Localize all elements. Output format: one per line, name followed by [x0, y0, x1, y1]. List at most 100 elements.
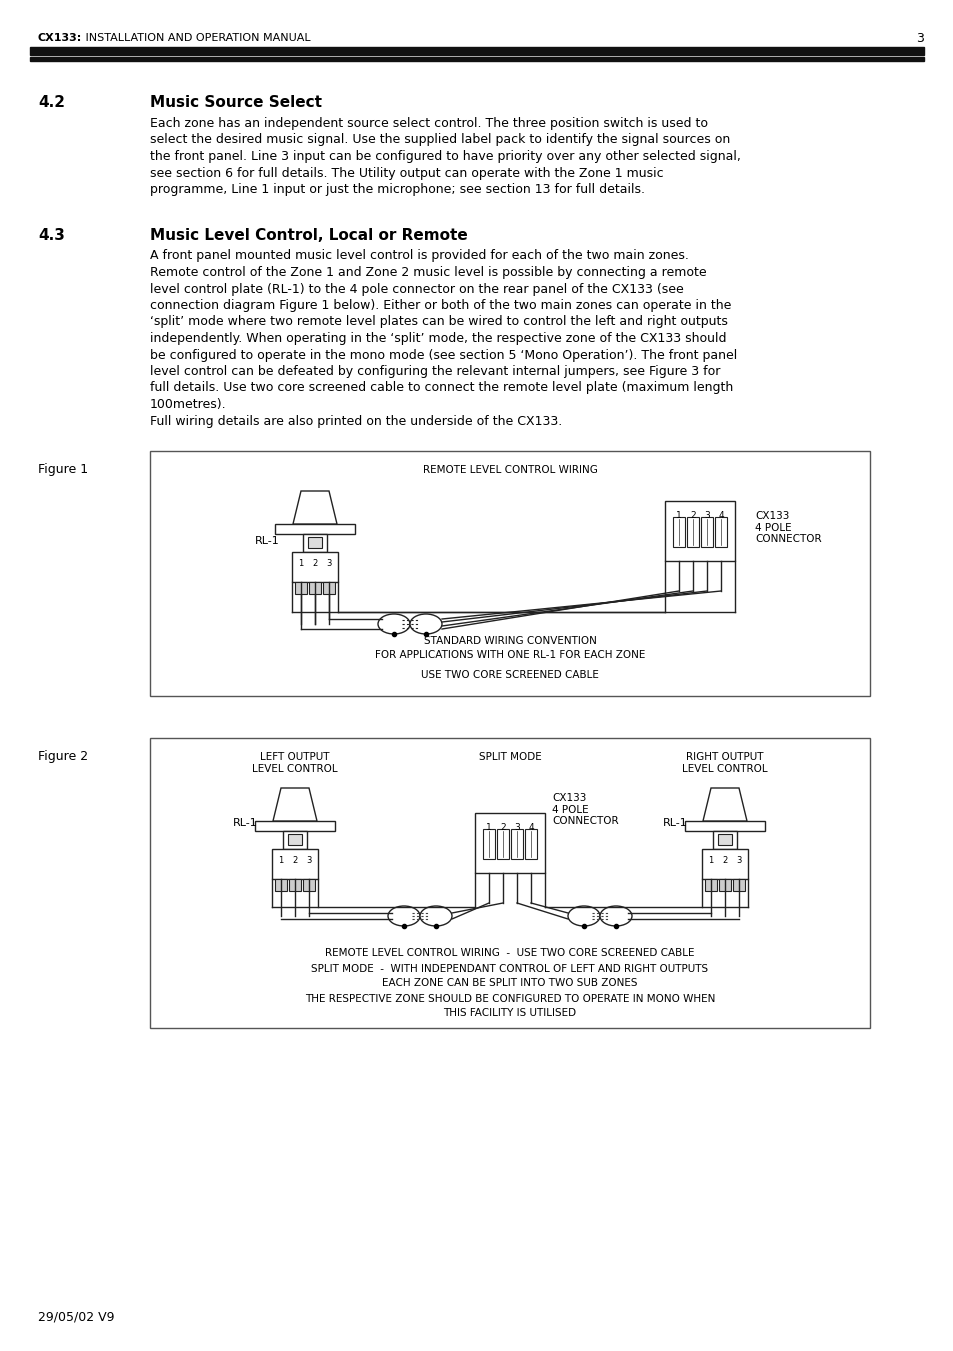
Bar: [289, 880, 301, 892]
Text: Figure 1: Figure 1: [38, 463, 88, 476]
Text: 4.2: 4.2: [38, 95, 65, 109]
Text: STANDARD WIRING CONVENTION: STANDARD WIRING CONVENTION: [423, 636, 596, 646]
Text: level control plate (RL-1) to the 4 pole connector on the rear panel of the CX13: level control plate (RL-1) to the 4 pole…: [150, 282, 683, 296]
Bar: [732, 880, 744, 892]
Bar: [482, 830, 495, 859]
Bar: [497, 830, 509, 859]
Bar: [701, 848, 747, 880]
Text: 1: 1: [486, 823, 492, 832]
Text: 3: 3: [703, 511, 709, 520]
Text: 1: 1: [278, 857, 283, 865]
Text: THE RESPECTIVE ZONE SHOULD BE CONFIGURED TO OPERATE IN MONO WHEN: THE RESPECTIVE ZONE SHOULD BE CONFIGURED…: [305, 994, 715, 1004]
Text: LEFT OUTPUT
LEVEL CONTROL: LEFT OUTPUT LEVEL CONTROL: [252, 753, 337, 774]
Bar: [309, 582, 320, 594]
Bar: [288, 834, 302, 844]
Bar: [700, 517, 712, 547]
Text: 4.3: 4.3: [38, 227, 65, 242]
Bar: [714, 517, 726, 547]
Bar: [150, 451, 869, 696]
Text: RL-1: RL-1: [233, 817, 257, 828]
Bar: [30, 57, 923, 61]
Bar: [718, 834, 731, 844]
Text: RL-1: RL-1: [254, 536, 279, 546]
Bar: [323, 582, 335, 594]
Text: FOR APPLICATIONS WITH ONE RL-1 FOR EACH ZONE: FOR APPLICATIONS WITH ONE RL-1 FOR EACH …: [375, 650, 644, 661]
Bar: [308, 536, 322, 549]
Text: Figure 2: Figure 2: [38, 750, 88, 763]
Text: EACH ZONE CAN BE SPLIT INTO TWO SUB ZONES: EACH ZONE CAN BE SPLIT INTO TWO SUB ZONE…: [382, 978, 638, 988]
Text: 3: 3: [514, 823, 519, 832]
Text: 4: 4: [528, 823, 534, 832]
Text: Music Source Select: Music Source Select: [150, 95, 322, 109]
Text: Music Level Control, Local or Remote: Music Level Control, Local or Remote: [150, 227, 467, 242]
Bar: [292, 553, 337, 582]
Ellipse shape: [599, 907, 631, 925]
Text: RIGHT OUTPUT
LEVEL CONTROL: RIGHT OUTPUT LEVEL CONTROL: [681, 753, 767, 774]
Bar: [274, 880, 287, 892]
Text: CX133
4 POLE
CONNECTOR: CX133 4 POLE CONNECTOR: [754, 511, 821, 544]
Text: SPLIT MODE  -  WITH INDEPENDANT CONTROL OF LEFT AND RIGHT OUTPUTS: SPLIT MODE - WITH INDEPENDANT CONTROL OF…: [311, 965, 708, 974]
Ellipse shape: [419, 907, 452, 925]
Text: 100metres).: 100metres).: [150, 399, 227, 411]
Bar: [274, 524, 355, 534]
Ellipse shape: [388, 907, 419, 925]
Bar: [511, 830, 522, 859]
Polygon shape: [273, 788, 316, 821]
Bar: [684, 821, 764, 831]
Bar: [712, 831, 737, 848]
Bar: [150, 738, 869, 1028]
Bar: [303, 880, 314, 892]
Bar: [719, 880, 730, 892]
Text: level control can be defeated by configuring the relevant internal jumpers, see : level control can be defeated by configu…: [150, 365, 720, 378]
Text: 2: 2: [721, 857, 727, 865]
Text: select the desired music signal. Use the supplied label pack to identify the sig: select the desired music signal. Use the…: [150, 134, 729, 146]
Ellipse shape: [567, 907, 599, 925]
Text: USE TWO CORE SCREENED CABLE: USE TWO CORE SCREENED CABLE: [420, 670, 598, 680]
Text: SPLIT MODE: SPLIT MODE: [478, 753, 540, 762]
Text: be configured to operate in the mono mode (see section 5 ‘Mono Operation’). The : be configured to operate in the mono mod…: [150, 349, 737, 362]
Bar: [272, 848, 317, 880]
Text: CX133
4 POLE
CONNECTOR: CX133 4 POLE CONNECTOR: [552, 793, 618, 827]
Bar: [294, 582, 307, 594]
Text: REMOTE LEVEL CONTROL WIRING  -  USE TWO CORE SCREENED CABLE: REMOTE LEVEL CONTROL WIRING - USE TWO CO…: [325, 948, 694, 958]
Text: CX133:: CX133:: [38, 32, 82, 43]
Text: 3: 3: [915, 31, 923, 45]
Bar: [664, 501, 734, 561]
Bar: [704, 880, 717, 892]
Text: 29/05/02 V9: 29/05/02 V9: [38, 1310, 114, 1323]
Text: see section 6 for full details. The Utility output can operate with the Zone 1 m: see section 6 for full details. The Util…: [150, 166, 663, 180]
Text: 1: 1: [708, 857, 713, 865]
Text: 4: 4: [718, 511, 723, 520]
Polygon shape: [293, 490, 336, 524]
Text: programme, Line 1 input or just the microphone; see section 13 for full details.: programme, Line 1 input or just the micr…: [150, 182, 644, 196]
Text: 2: 2: [292, 857, 297, 865]
Text: 3: 3: [306, 857, 312, 865]
Text: THIS FACILITY IS UTILISED: THIS FACILITY IS UTILISED: [443, 1008, 576, 1019]
Text: Each zone has an independent source select control. The three position switch is: Each zone has an independent source sele…: [150, 118, 707, 130]
Bar: [303, 534, 327, 553]
Text: ‘split’ mode where two remote level plates can be wired to control the left and : ‘split’ mode where two remote level plat…: [150, 316, 727, 328]
Polygon shape: [702, 788, 746, 821]
Text: full details. Use two core screened cable to connect the remote level plate (max: full details. Use two core screened cabl…: [150, 381, 733, 394]
Bar: [686, 517, 699, 547]
Text: 1: 1: [298, 559, 303, 567]
Ellipse shape: [377, 613, 410, 634]
Text: RL-1: RL-1: [662, 817, 687, 828]
Text: independently. When operating in the ‘split’ mode, the respective zone of the CX: independently. When operating in the ‘sp…: [150, 332, 726, 345]
Text: 2: 2: [689, 511, 695, 520]
Bar: [254, 821, 335, 831]
Text: INSTALLATION AND OPERATION MANUAL: INSTALLATION AND OPERATION MANUAL: [82, 32, 311, 43]
Text: the front panel. Line 3 input can be configured to have priority over any other : the front panel. Line 3 input can be con…: [150, 150, 740, 163]
Text: Remote control of the Zone 1 and Zone 2 music level is possible by connecting a : Remote control of the Zone 1 and Zone 2 …: [150, 266, 706, 280]
Text: 3: 3: [326, 559, 332, 567]
Text: 1: 1: [676, 511, 681, 520]
Ellipse shape: [410, 613, 441, 634]
Text: 3: 3: [736, 857, 740, 865]
Text: REMOTE LEVEL CONTROL WIRING: REMOTE LEVEL CONTROL WIRING: [422, 465, 597, 476]
Text: 2: 2: [312, 559, 317, 567]
Text: connection diagram Figure 1 below). Either or both of the two main zones can ope: connection diagram Figure 1 below). Eith…: [150, 299, 731, 312]
Bar: [524, 830, 537, 859]
Text: 2: 2: [499, 823, 505, 832]
Bar: [283, 831, 307, 848]
Bar: [475, 813, 544, 873]
